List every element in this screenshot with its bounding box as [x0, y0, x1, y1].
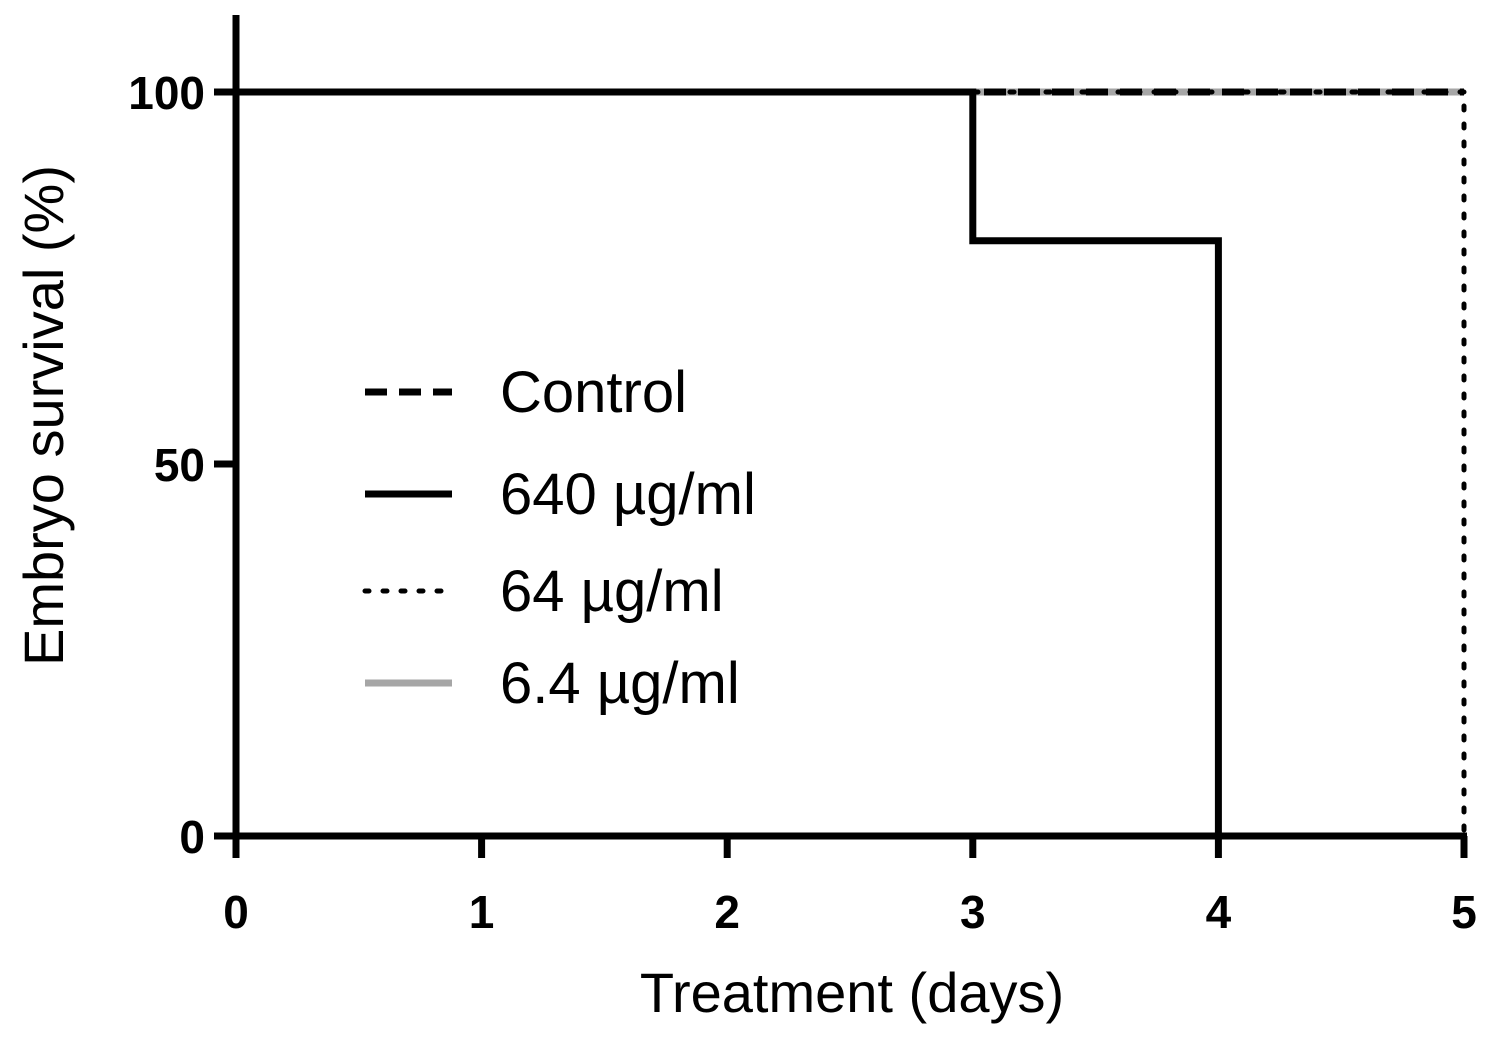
- y-tick-label: 100: [128, 67, 205, 119]
- x-tick-label: 1: [469, 886, 495, 938]
- x-tick-label: 2: [714, 886, 740, 938]
- series-layer: [233, 88, 1467, 839]
- y-tick-label: 0: [179, 811, 205, 863]
- legend-label-0: Control: [500, 360, 687, 425]
- y-axis-title: Embryo survival (%): [12, 165, 75, 666]
- series-line-2: [233, 89, 1467, 839]
- legend-label-2: 64 µg/ml: [500, 559, 724, 624]
- x-axis-title: Treatment (days): [640, 961, 1064, 1024]
- x-tick-label: 0: [223, 886, 249, 938]
- legend-label-1: 640 µg/ml: [500, 462, 756, 527]
- legend: Control 640 µg/ml 64 µg/ml 6.4 µg/ml: [362, 360, 756, 716]
- series-line-1: [236, 88, 1222, 836]
- y-tick-label: 50: [154, 439, 205, 491]
- legend-label-3: 6.4 µg/ml: [500, 651, 740, 716]
- x-tick-label: 3: [960, 886, 986, 938]
- x-tick-label: 5: [1451, 886, 1477, 938]
- x-tick-label: 4: [1206, 886, 1232, 938]
